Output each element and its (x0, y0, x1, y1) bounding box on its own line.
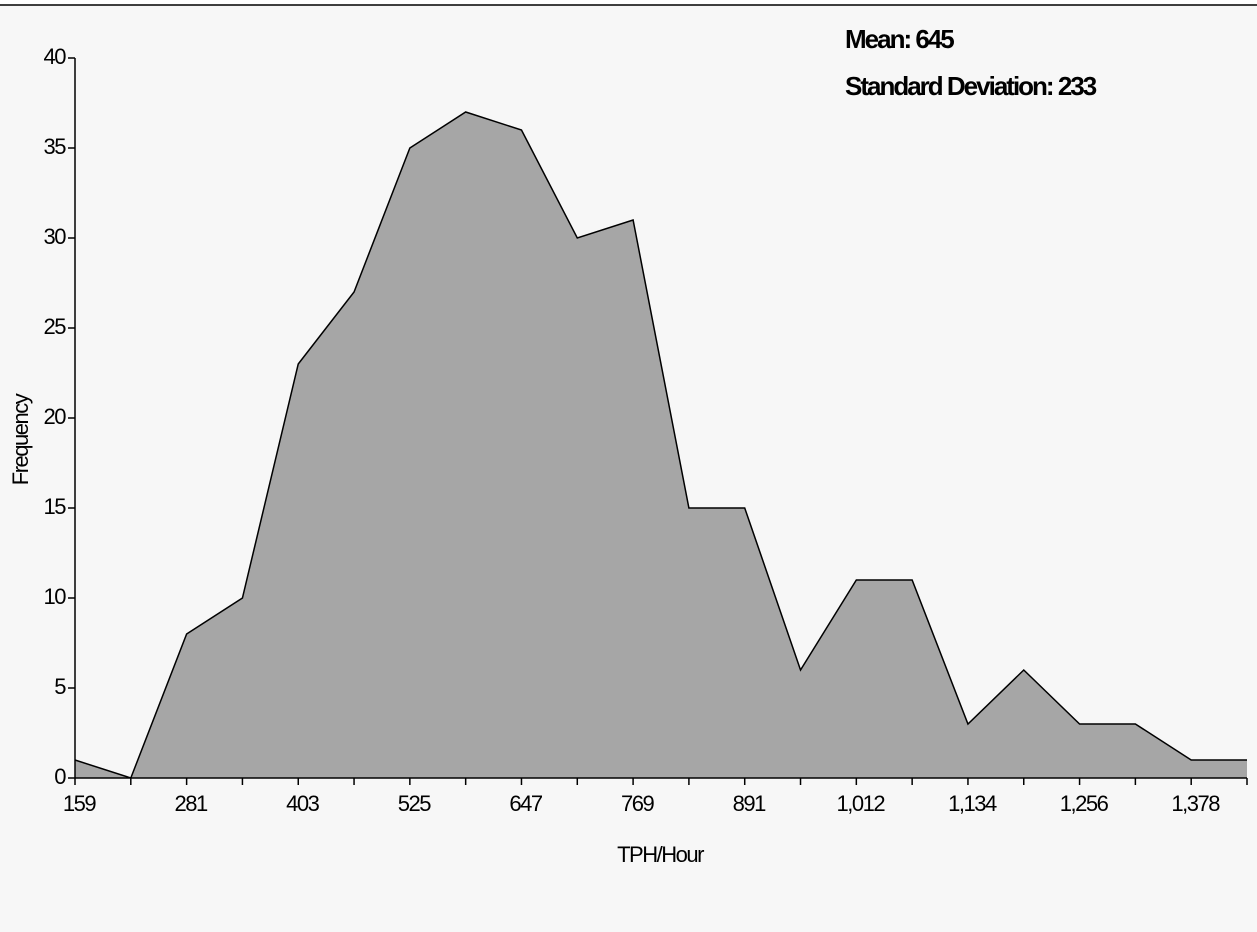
x-tick-label: 891 (733, 791, 766, 816)
x-tick-label: 403 (286, 791, 319, 816)
y-tick-label: 10 (44, 584, 67, 609)
x-tick-label: 1,256 (1060, 791, 1109, 816)
y-tick-label: 0 (54, 764, 66, 789)
x-tick-label: 1,378 (1171, 791, 1220, 816)
x-tick-label: 1,134 (948, 791, 997, 816)
x-tick-label: 281 (175, 791, 208, 816)
x-tick-label: 525 (398, 791, 431, 816)
area-outline (74, 111, 1247, 779)
y-tick-label: 5 (54, 674, 66, 699)
x-tick-label: 159 (63, 791, 96, 816)
x-axis-label: TPH/Hour (617, 842, 704, 867)
y-axis-label: Frequency (8, 393, 33, 485)
x-tick-label: 1,012 (837, 791, 886, 816)
x-tick-label: 769 (621, 791, 654, 816)
x-tick-label: 647 (509, 791, 542, 816)
annotation: Standard Deviation: 233 (845, 71, 1097, 101)
y-tick-label: 35 (44, 134, 67, 159)
y-tick-label: 40 (44, 44, 67, 69)
y-tick-label: 25 (44, 314, 67, 339)
y-tick-label: 30 (44, 224, 67, 249)
annotation: Mean: 645 (845, 24, 954, 54)
y-tick-label: 15 (44, 494, 67, 519)
area (75, 112, 1247, 778)
y-tick-label: 20 (44, 404, 67, 429)
